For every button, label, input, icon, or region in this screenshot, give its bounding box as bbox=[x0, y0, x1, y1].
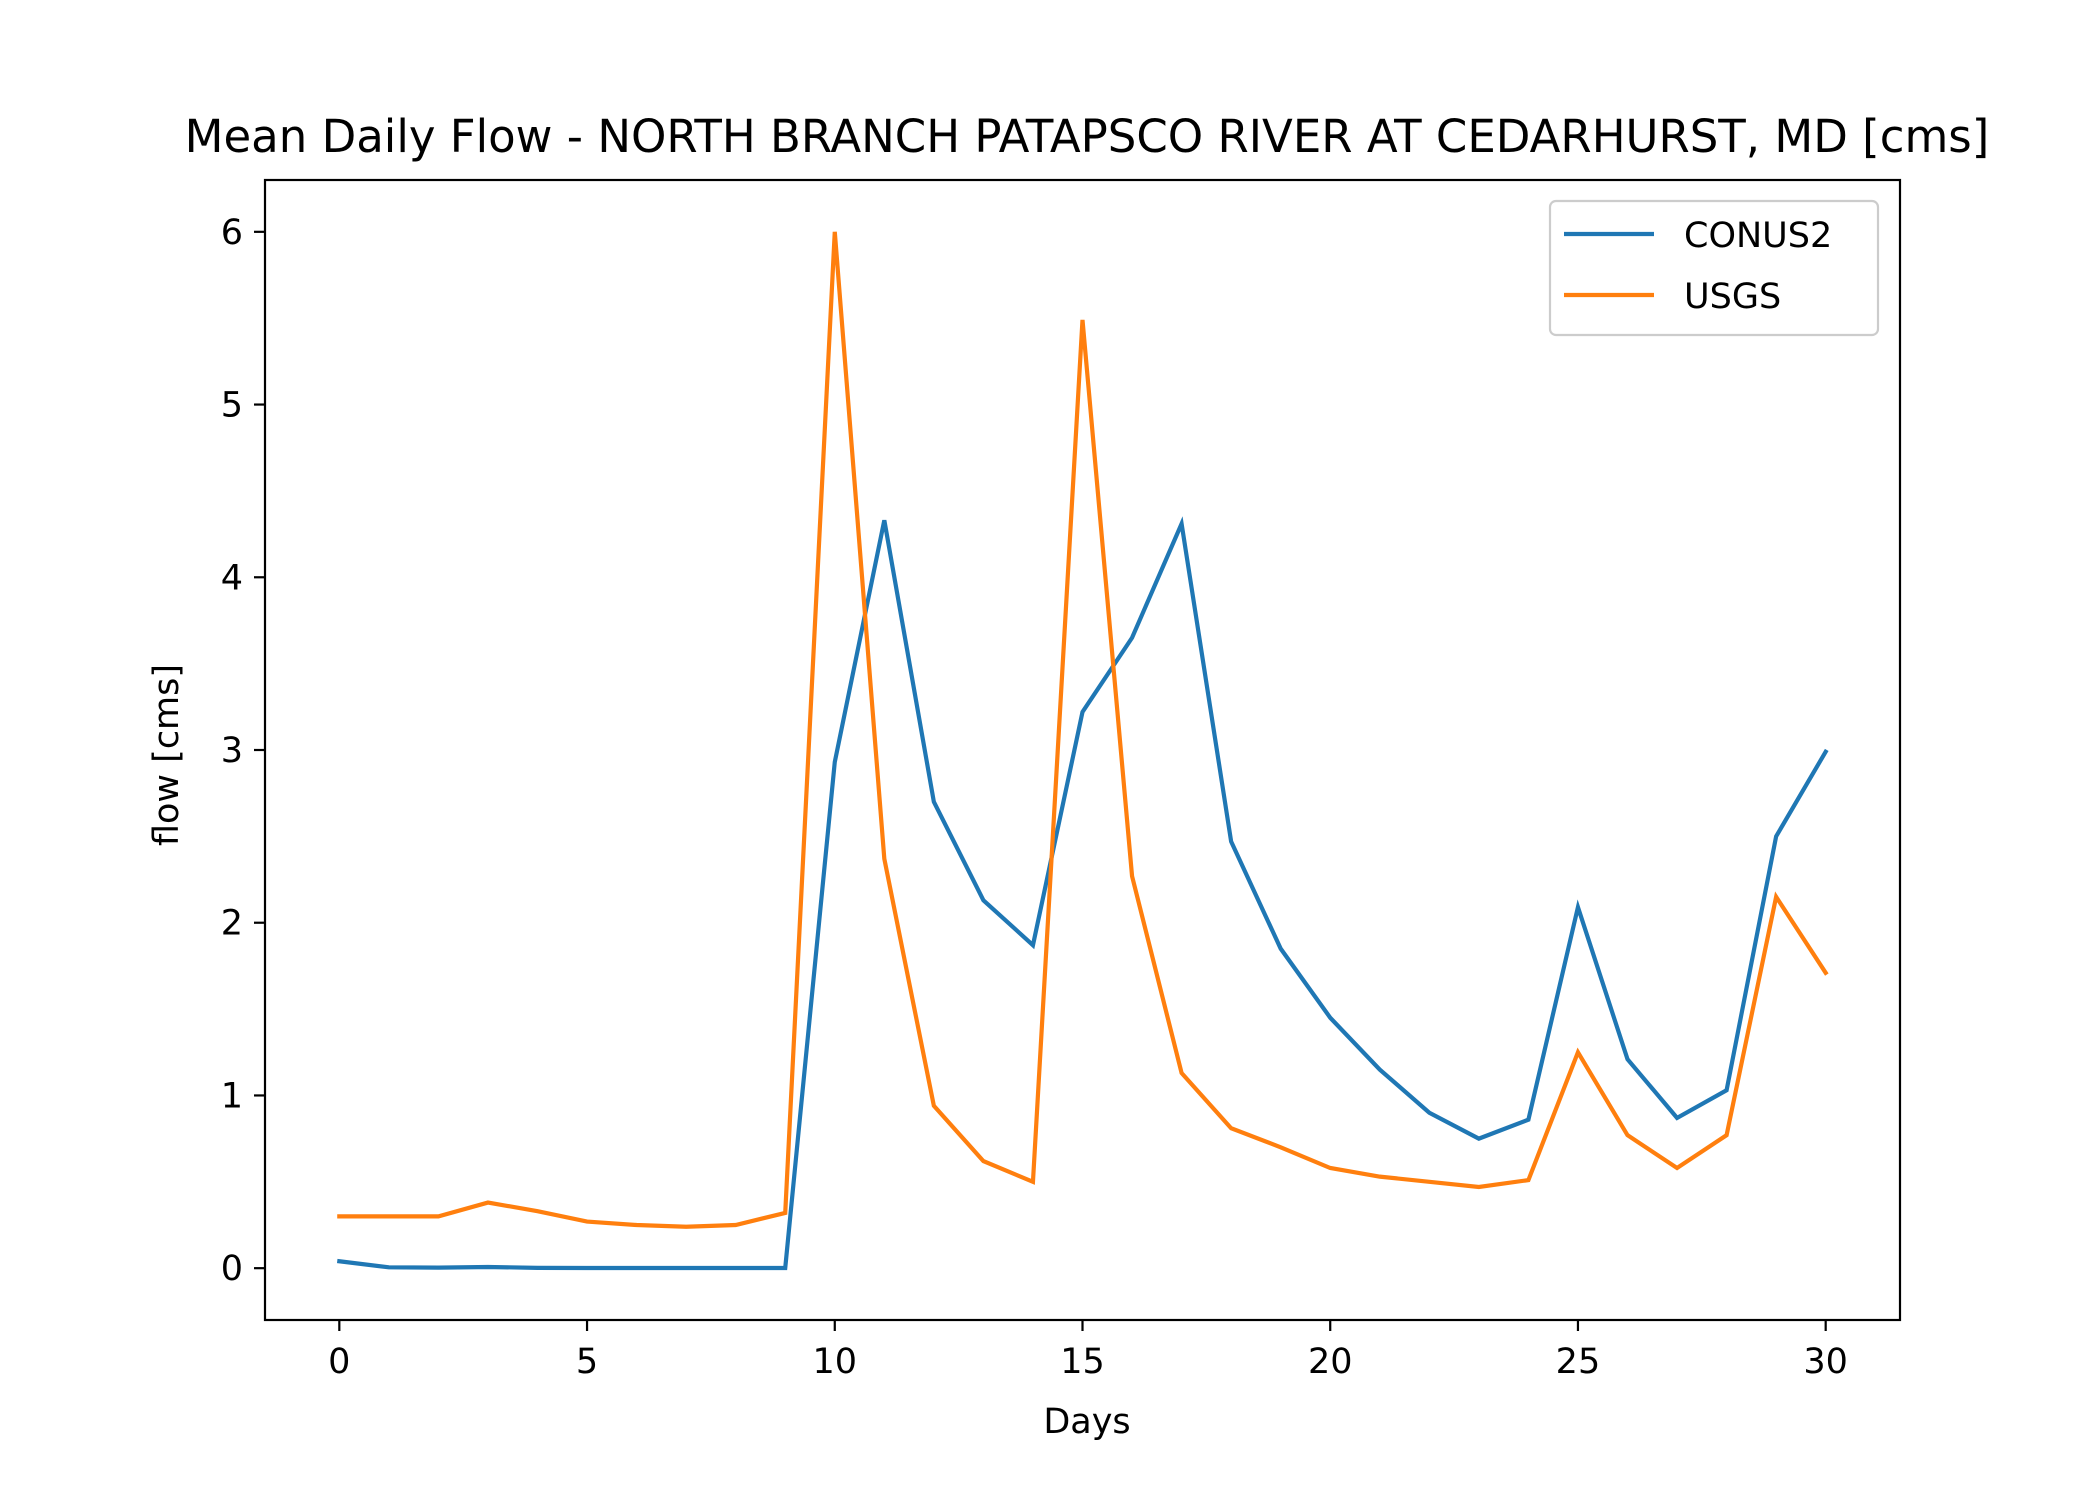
chart-title: Mean Daily Flow - NORTH BRANCH PATAPSCO … bbox=[185, 110, 1990, 163]
x-tick-label: 5 bbox=[576, 1342, 598, 1382]
x-tick-label: 30 bbox=[1803, 1342, 1848, 1382]
y-tick-label: 3 bbox=[221, 731, 243, 771]
y-axis-label: flow [cms] bbox=[147, 664, 187, 846]
y-tick-label: 4 bbox=[221, 558, 243, 598]
y-tick-label: 5 bbox=[221, 386, 243, 426]
x-tick-label: 15 bbox=[1060, 1342, 1105, 1382]
x-tick-label: 10 bbox=[812, 1342, 857, 1382]
series-line-usgs bbox=[337, 231, 1829, 1229]
y-tick-label: 1 bbox=[221, 1076, 243, 1116]
legend-label-conus2: CONUS2 bbox=[1684, 216, 1832, 256]
plot-area: 0 5 10 15 20 25 30 0 1 2 3 4 5 6 bbox=[221, 178, 1902, 1382]
y-tick-label: 6 bbox=[221, 213, 243, 253]
y-tick-label: 0 bbox=[221, 1249, 243, 1289]
legend-label-usgs: USGS bbox=[1684, 277, 1781, 317]
x-axis-label: Days bbox=[1043, 1402, 1130, 1442]
legend: CONUS2 USGS bbox=[1548, 199, 1880, 337]
x-tick-label: 25 bbox=[1556, 1342, 1601, 1382]
series-line-conus2 bbox=[336, 516, 1829, 1271]
x-tick-label: 0 bbox=[328, 1342, 350, 1382]
x-tick-label: 20 bbox=[1308, 1342, 1353, 1382]
y-tick-label: 2 bbox=[221, 904, 243, 944]
